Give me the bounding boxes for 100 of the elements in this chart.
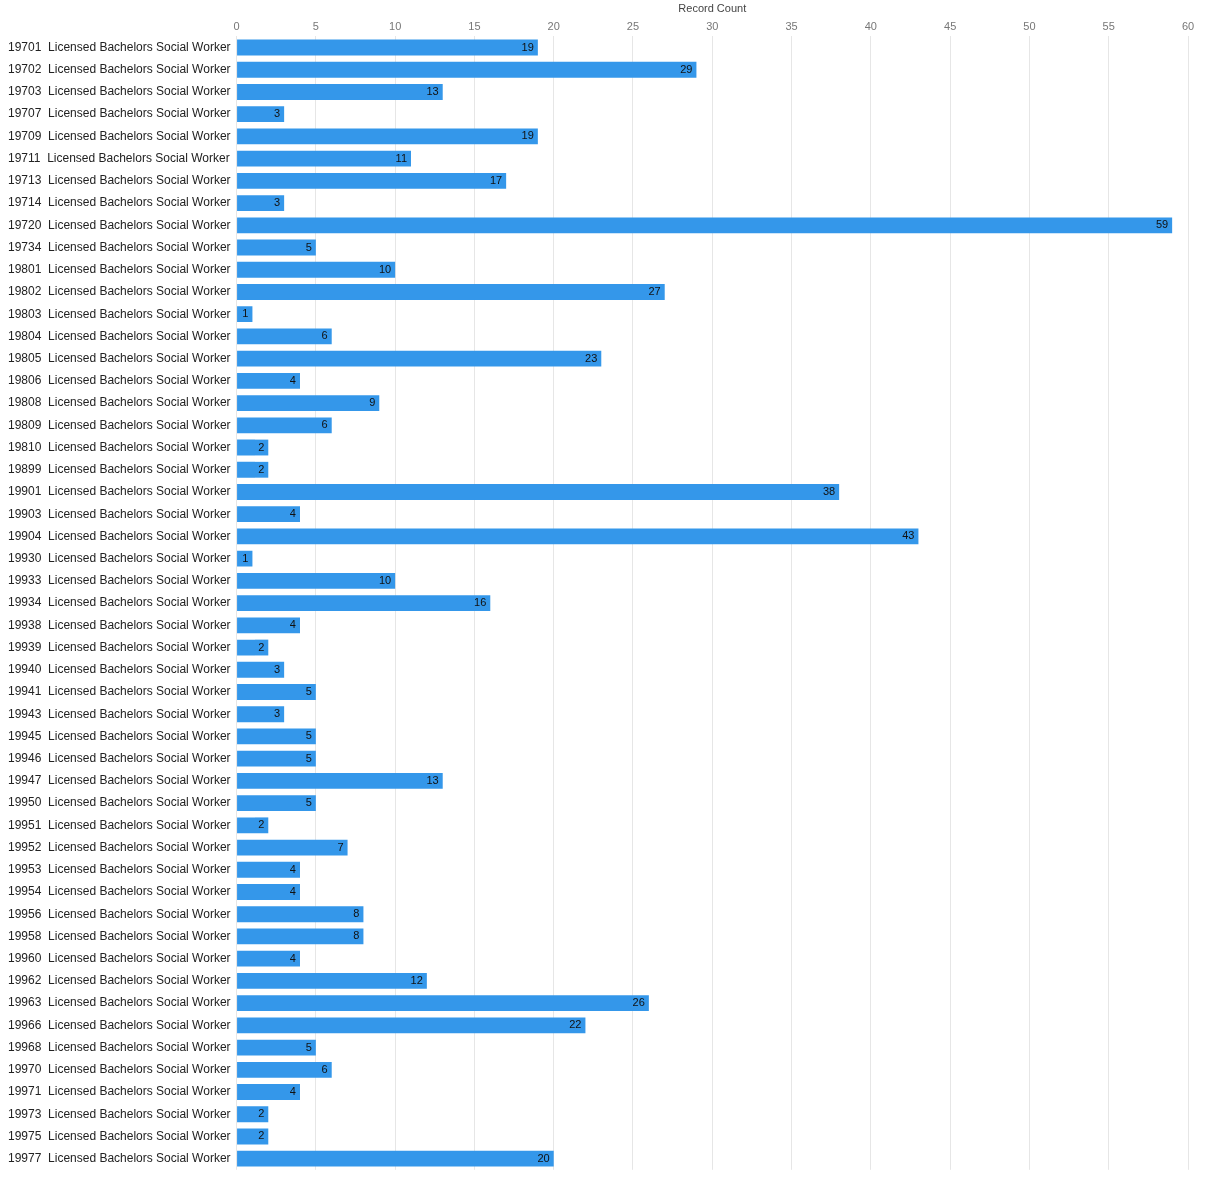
y-tick-label: 19963 Licensed Bachelors Social Worker xyxy=(8,995,231,1010)
y-tick-label: 19805 Licensed Bachelors Social Worker xyxy=(8,350,231,365)
data-label: 2 xyxy=(258,1129,265,1142)
x-tick-label: 45 xyxy=(944,19,957,32)
data-label: 7 xyxy=(337,840,344,853)
data-label: 26 xyxy=(632,996,645,1009)
data-label: 4 xyxy=(289,618,296,631)
data-label: 11 xyxy=(395,151,407,164)
data-label: 1 xyxy=(242,551,249,564)
y-tick-label: 19941 Licensed Bachelors Social Worker xyxy=(8,684,231,699)
bar xyxy=(237,684,316,700)
data-label: 4 xyxy=(289,885,296,898)
y-tick-label: 19711 Licensed Bachelors Social Worker xyxy=(8,150,230,165)
bar xyxy=(237,706,285,723)
data-label: 6 xyxy=(321,418,328,431)
y-tick-label: 19951 Licensed Bachelors Social Worker xyxy=(8,817,231,832)
data-label: 2 xyxy=(258,818,265,831)
bar xyxy=(237,884,300,900)
data-label: 23 xyxy=(585,351,598,364)
bar xyxy=(237,550,253,567)
data-label: 10 xyxy=(378,262,392,275)
bar xyxy=(237,572,396,589)
y-tick-label: 19943 Licensed Bachelors Social Worker xyxy=(8,706,231,721)
y-tick-label: 19707 Licensed Bachelors Social Worker xyxy=(8,106,231,121)
bar xyxy=(237,372,300,389)
y-tick-label: 19975 Licensed Bachelors Social Worker xyxy=(8,1128,231,1143)
x-tick-label: 20 xyxy=(547,19,560,32)
data-label: 10 xyxy=(378,573,392,586)
x-tick-label: 25 xyxy=(626,19,640,32)
y-tick-label: 19954 Licensed Bachelors Social Worker xyxy=(8,884,231,899)
bar xyxy=(237,950,300,967)
data-label: 8 xyxy=(353,929,360,942)
data-label: 5 xyxy=(305,1040,312,1053)
bar xyxy=(237,1039,316,1056)
data-label: 4 xyxy=(289,373,296,386)
bar xyxy=(237,861,300,878)
bar xyxy=(237,661,285,678)
data-label: 12 xyxy=(410,973,423,986)
y-tick-label: 19709 Licensed Bachelors Social Worker xyxy=(8,128,231,143)
bar xyxy=(237,1017,586,1034)
y-tick-label: 19801 Licensed Bachelors Social Worker xyxy=(8,262,231,277)
bar xyxy=(237,84,443,100)
y-tick-label: 19968 Licensed Bachelors Social Worker xyxy=(8,1039,231,1054)
y-tick-label: 19903 Licensed Bachelors Social Worker xyxy=(8,506,231,521)
data-label: 8 xyxy=(353,907,360,920)
bar xyxy=(237,728,316,745)
data-label: 4 xyxy=(289,507,296,520)
y-tick-label: 19806 Licensed Bachelors Social Worker xyxy=(8,373,231,388)
y-tick-label: 19971 Licensed Bachelors Social Worker xyxy=(8,1084,231,1099)
y-tick-label: 19970 Licensed Bachelors Social Worker xyxy=(8,1062,231,1077)
y-tick-label: 19945 Licensed Bachelors Social Worker xyxy=(8,728,231,743)
bar xyxy=(237,350,602,367)
bar xyxy=(237,106,285,123)
bar xyxy=(237,1061,332,1078)
y-tick-label: 19939 Licensed Bachelors Social Worker xyxy=(8,639,231,654)
bar xyxy=(237,261,396,278)
bar xyxy=(237,528,919,545)
data-label: 9 xyxy=(369,396,376,409)
bar xyxy=(237,417,332,434)
x-tick-label: 50 xyxy=(1023,19,1036,32)
bar xyxy=(237,750,316,767)
data-label: 4 xyxy=(289,862,296,875)
data-label: 16 xyxy=(474,596,487,609)
bar xyxy=(237,1084,300,1100)
bar xyxy=(237,1150,554,1167)
y-tick-label: 19734 Licensed Bachelors Social Worker xyxy=(8,239,231,254)
data-label: 6 xyxy=(321,1062,328,1075)
y-tick-label: 19966 Licensed Bachelors Social Worker xyxy=(8,1017,231,1032)
y-tick-label: 19714 Licensed Bachelors Social Worker xyxy=(8,195,231,210)
bar xyxy=(237,995,649,1012)
y-tick-label: 19808 Licensed Bachelors Social Worker xyxy=(8,395,231,410)
bar xyxy=(237,217,1173,234)
data-label: 2 xyxy=(258,462,265,475)
y-tick-label: 19703 Licensed Bachelors Social Worker xyxy=(8,84,231,99)
x-tick-label: 15 xyxy=(468,19,481,32)
bar xyxy=(237,461,269,478)
data-label: 22 xyxy=(569,1018,582,1031)
data-label: 3 xyxy=(274,707,281,720)
x-axis-title: Record Count xyxy=(678,1,747,14)
x-tick-label: 0 xyxy=(233,19,240,32)
y-tick-label: 19804 Licensed Bachelors Social Worker xyxy=(8,328,231,343)
y-tick-label: 19973 Licensed Bachelors Social Worker xyxy=(8,1106,231,1121)
bar xyxy=(237,172,507,189)
bar xyxy=(237,972,427,989)
data-label: 19 xyxy=(521,40,534,53)
bar xyxy=(237,328,332,345)
y-tick-label: 19803 Licensed Bachelors Social Worker xyxy=(8,306,231,321)
x-tick-label: 30 xyxy=(706,19,719,32)
y-tick-label: 19977 Licensed Bachelors Social Worker xyxy=(8,1151,231,1165)
bar xyxy=(237,195,285,211)
bar xyxy=(237,595,491,612)
bar xyxy=(237,61,697,78)
y-tick-label: 19934 Licensed Bachelors Social Worker xyxy=(8,595,231,610)
data-label: 1 xyxy=(242,307,249,320)
y-tick-label: 19950 Licensed Bachelors Social Worker xyxy=(8,795,231,810)
data-label: 5 xyxy=(305,729,312,742)
y-tick-label: 19938 Licensed Bachelors Social Worker xyxy=(8,617,231,632)
bar xyxy=(237,772,443,789)
x-tick-label: 35 xyxy=(785,19,798,32)
x-tick-label: 5 xyxy=(312,19,319,32)
